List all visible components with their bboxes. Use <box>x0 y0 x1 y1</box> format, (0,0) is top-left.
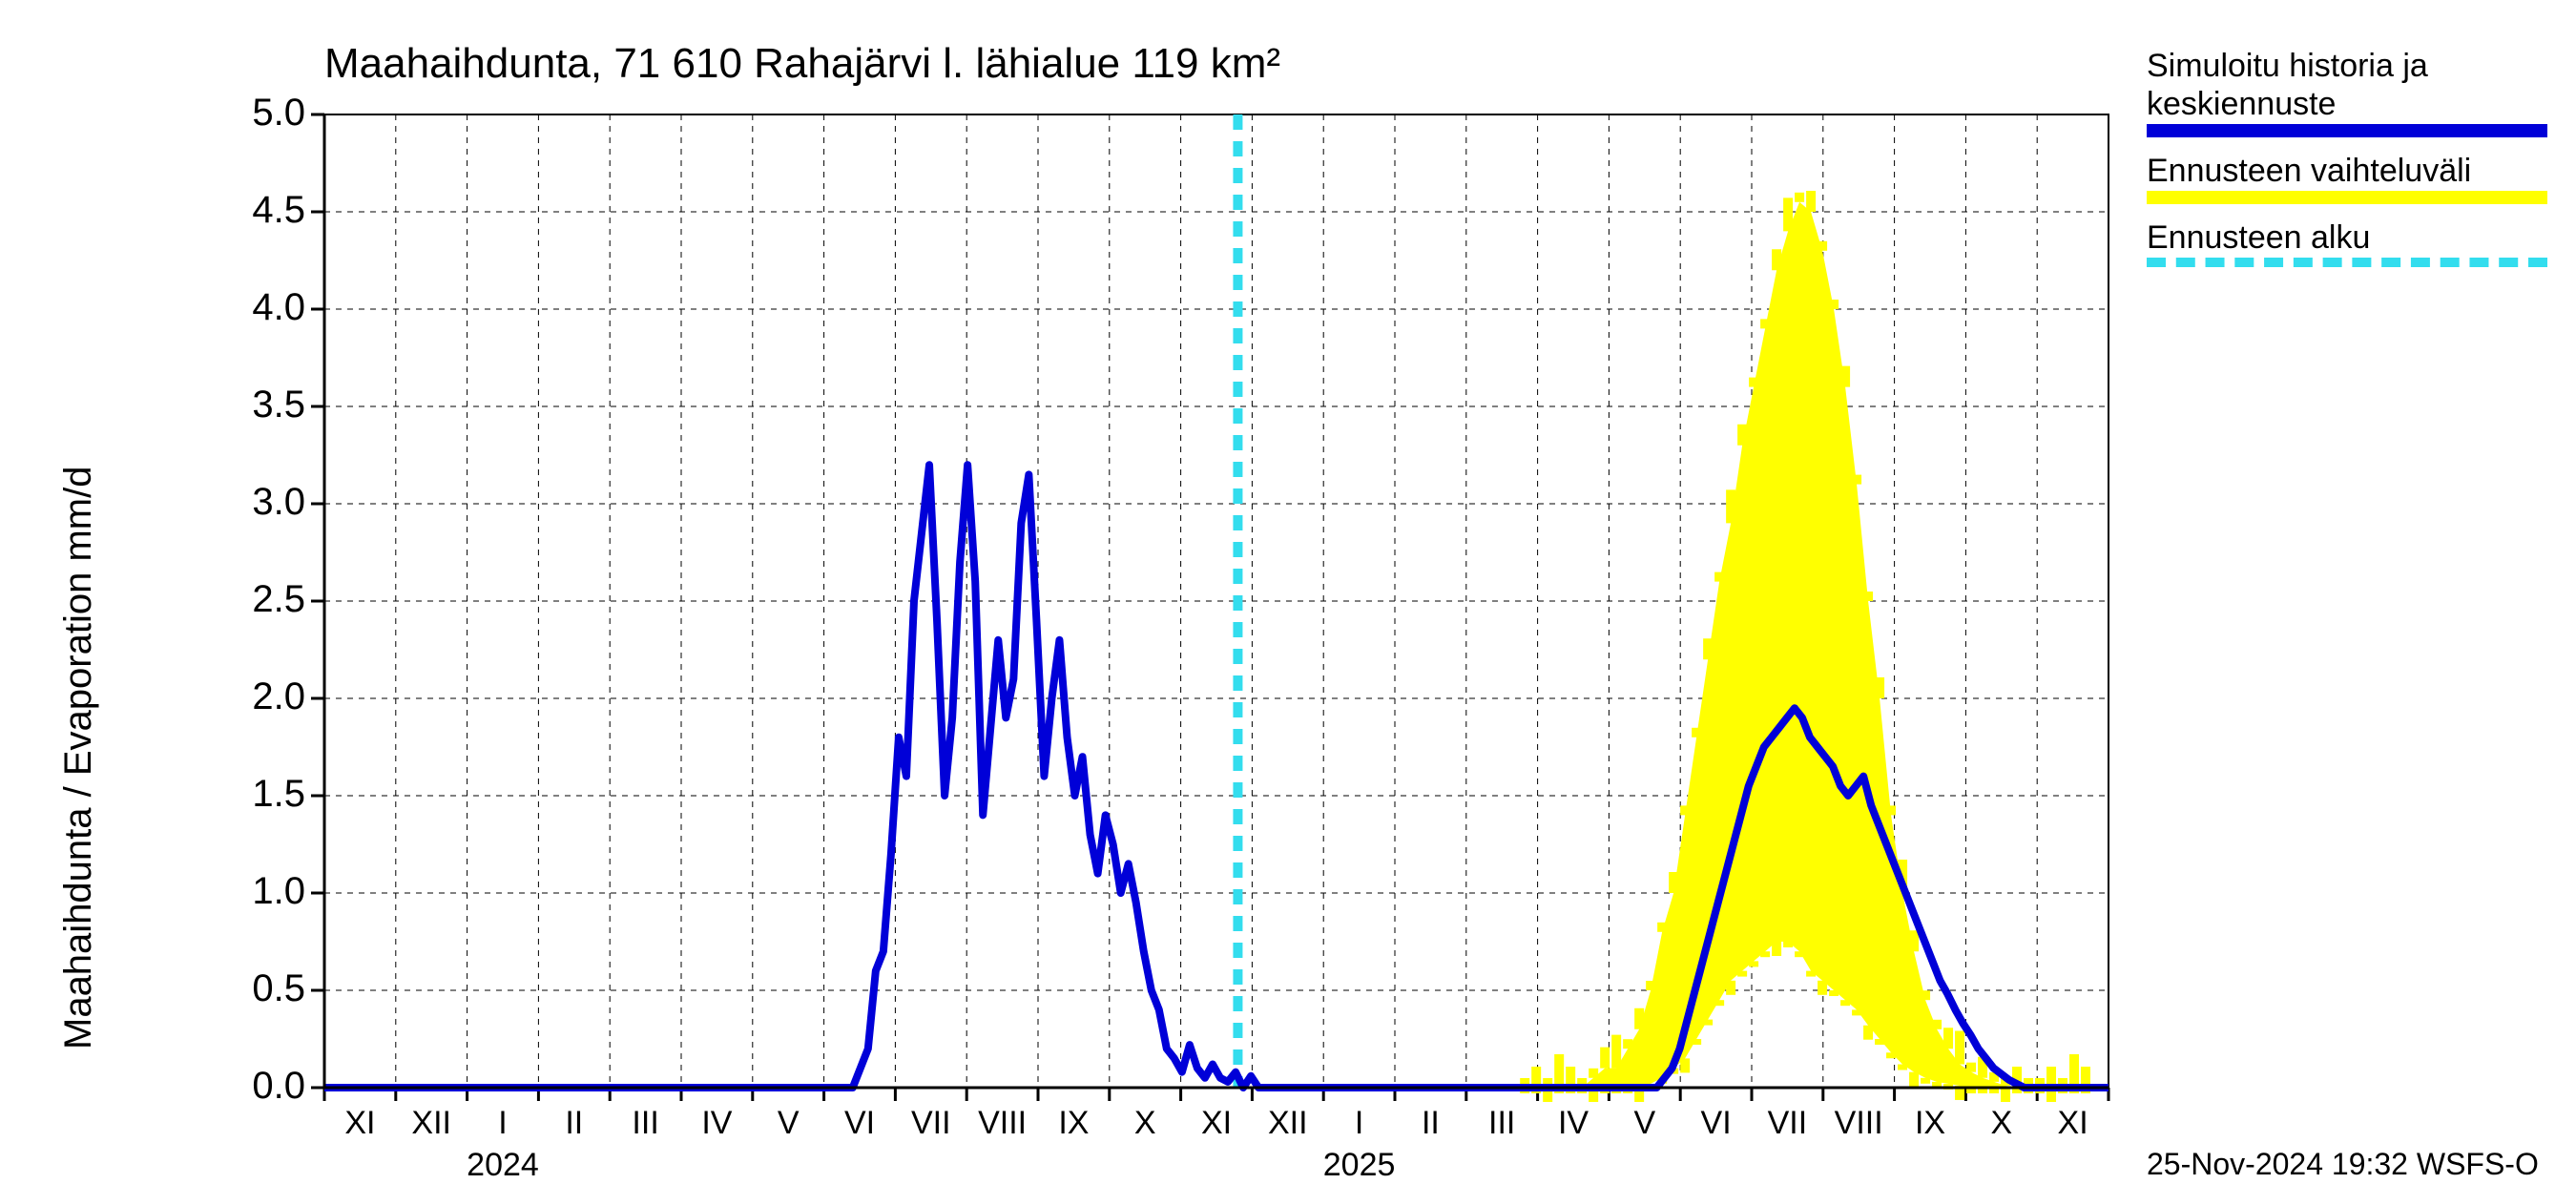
x-tick-label: XI <box>1201 1105 1232 1142</box>
x-tick-label: III <box>632 1105 658 1142</box>
x-tick-label: II <box>565 1105 583 1142</box>
x-year-label: 2024 <box>467 1147 539 1184</box>
x-tick-label: I <box>1355 1105 1363 1142</box>
chart-container: Maahaihdunta, 71 610 Rahajärvi l. lähial… <box>0 0 2576 1145</box>
legend-swatch <box>2147 258 2547 267</box>
x-tick-label: VIII <box>1835 1105 1883 1142</box>
x-tick-label: VIII <box>978 1105 1027 1142</box>
x-tick-label: VII <box>1768 1105 1808 1142</box>
legend-text: Ennusteen vaihteluväli <box>2147 153 2471 190</box>
legend-swatch <box>2147 191 2547 204</box>
x-tick-label: I <box>498 1105 507 1142</box>
x-tick-label: IV <box>1558 1105 1589 1142</box>
timestamp-label: 25-Nov-2024 19:32 WSFS-O <box>2147 1147 2539 1182</box>
x-year-label: 2025 <box>1323 1147 1396 1184</box>
legend-swatch <box>2147 124 2547 137</box>
x-tick-label: III <box>1488 1105 1515 1142</box>
x-tick-label: IX <box>1058 1105 1089 1142</box>
legend-text: Simuloitu historia ja <box>2147 48 2428 85</box>
x-tick-label: IX <box>1915 1105 1945 1142</box>
x-tick-label: XI <box>2058 1105 2088 1142</box>
x-tick-label: X <box>1134 1105 1156 1142</box>
x-tick-label: V <box>778 1105 800 1142</box>
x-tick-label: XI <box>344 1105 375 1142</box>
x-tick-label: IV <box>701 1105 732 1142</box>
x-tick-label: X <box>1990 1105 2012 1142</box>
legend-text: Ennusteen alku <box>2147 219 2370 257</box>
x-tick-label: VII <box>911 1105 951 1142</box>
x-tick-label: XII <box>411 1105 451 1142</box>
legend-text: keskiennuste <box>2147 86 2336 123</box>
x-tick-label: V <box>1633 1105 1655 1142</box>
x-tick-label: II <box>1422 1105 1440 1142</box>
x-tick-label: VI <box>844 1105 875 1142</box>
x-tick-label: VI <box>1701 1105 1732 1142</box>
x-tick-label: XII <box>1268 1105 1308 1142</box>
